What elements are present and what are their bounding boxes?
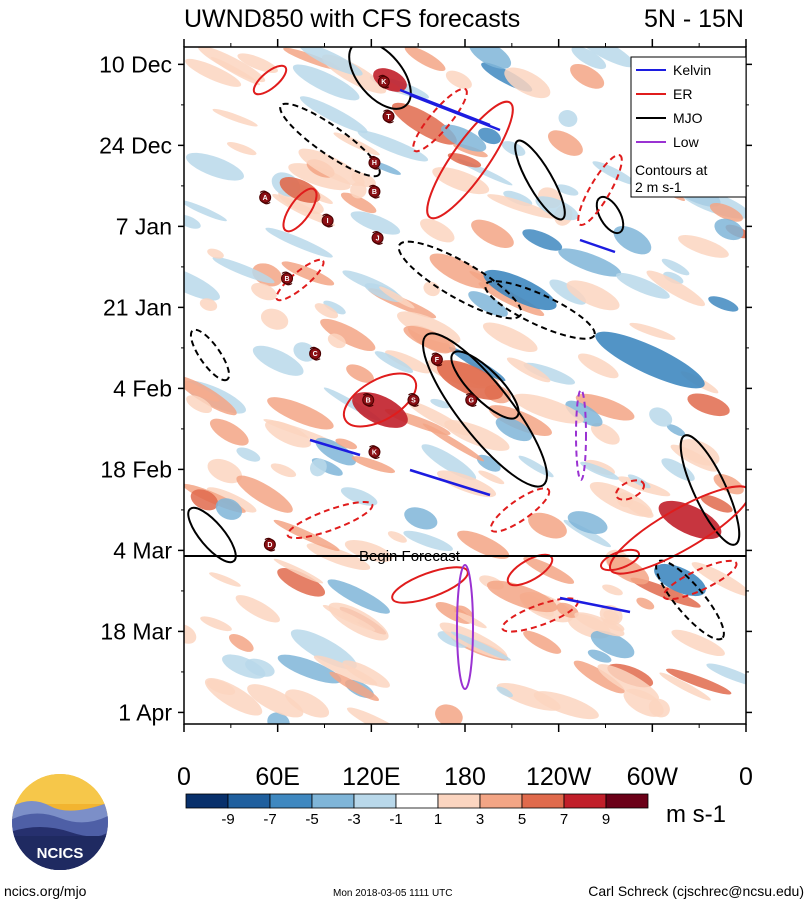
tc-label: J — [376, 235, 380, 242]
tc-label: A — [263, 195, 268, 202]
chart-title: UWND850 with CFS forecasts — [184, 5, 520, 33]
y-axis-labels: 10 Dec 24 Dec 7 Jan 21 Jan 4 Feb 18 Feb 4 Mar 1… — [99, 51, 172, 725]
tc-marker: K — [377, 74, 390, 89]
logo-text: NCICS — [37, 845, 84, 862]
legend-entry: Low — [673, 134, 700, 150]
y-tick-label: 4 Feb — [113, 375, 172, 401]
colorbar-tick-label: -1 — [389, 811, 402, 828]
x-tick-label: 60E — [255, 763, 299, 791]
axis-ticks — [178, 39, 752, 732]
y-tick-label: 10 Dec — [99, 51, 172, 77]
colorbar-tick-label: -5 — [305, 811, 318, 828]
colorbar-swatch — [353, 793, 397, 809]
tc-label: B — [372, 189, 377, 196]
tc-label: T — [386, 114, 391, 121]
y-tick-label: 7 Jan — [116, 213, 172, 239]
footer-left: ncics.org/mjo — [4, 883, 87, 899]
tc-marker: A — [259, 190, 272, 205]
x-tick-label: 0 — [739, 763, 753, 791]
tc-marker: J — [371, 231, 384, 245]
legend-note-line2: 2 m s-1 — [635, 179, 682, 195]
chart-region: 5N - 15N — [644, 5, 744, 33]
tc-label: G — [469, 397, 475, 404]
ncics-logo: NCICS — [12, 774, 108, 870]
colorbar-tick-label: 7 — [560, 811, 568, 828]
tc-marker: F — [430, 352, 443, 367]
colorbar-tick-label: 9 — [602, 811, 610, 828]
legend-entry: MJO — [673, 110, 703, 126]
tc-label: I — [327, 218, 329, 225]
tropical-cyclone-markers: K T H B A I J B C F B S G K D — [259, 74, 478, 552]
colorbar: -9 -7 -5 -3 -1 1 3 5 7 9 — [185, 793, 649, 828]
legend-note-line1: Contours at — [635, 162, 707, 178]
colorbar-tick-label: -7 — [263, 811, 276, 828]
tc-marker: I — [321, 213, 334, 228]
tc-marker: D — [263, 537, 276, 552]
tc-label: F — [435, 357, 440, 364]
tc-marker: C — [309, 346, 322, 361]
tc-label: K — [372, 450, 377, 457]
tc-label: C — [313, 351, 318, 358]
tc-marker: B — [362, 393, 375, 407]
tc-marker: K — [368, 445, 381, 459]
colorbar-swatch — [437, 793, 481, 809]
legend-entry: ER — [673, 86, 692, 102]
y-tick-label: 1 Apr — [118, 699, 172, 725]
filtered-contours — [187, 47, 746, 690]
x-tick-label: 0 — [177, 763, 191, 791]
x-tick-label: 120E — [342, 763, 400, 791]
y-tick-label: 24 Dec — [99, 132, 172, 158]
footer-right: Carl Schreck (cjschrec@ncsu.edu) — [588, 883, 804, 899]
colorbar-swatch — [563, 793, 607, 809]
colorbar-swatch — [311, 793, 355, 809]
colorbar-tick-label: 1 — [434, 811, 442, 828]
tc-marker: B — [368, 184, 381, 199]
colorbar-tick-label: -3 — [347, 811, 360, 828]
wind-shading — [184, 47, 746, 724]
tc-label: H — [372, 160, 377, 167]
tc-label: D — [267, 542, 272, 549]
y-tick-label: 18 Feb — [100, 456, 172, 482]
tc-marker: T — [382, 109, 395, 124]
colorbar-swatch — [521, 793, 565, 809]
colorbar-swatch — [269, 793, 313, 809]
tc-label: B — [366, 397, 371, 404]
forecast-label: Begin Forecast — [359, 548, 461, 565]
colorbar-tick-label: 3 — [476, 811, 484, 828]
colorbar-swatch — [185, 793, 229, 809]
colorbar-swatch — [227, 793, 271, 809]
footer-center: Mon 2018-03-05 1111 UTC — [333, 888, 453, 899]
tc-label: B — [285, 276, 290, 283]
x-axis-labels: 0 60E 120E 180 120W 60W 0 — [177, 763, 753, 791]
tc-label: K — [381, 79, 386, 86]
y-tick-label: 4 Mar — [113, 537, 172, 563]
colorbar-swatch — [479, 793, 523, 809]
tc-marker: G — [465, 393, 478, 407]
legend: Kelvin ER MJO Low Contours at 2 m s-1 — [630, 56, 747, 198]
legend-entry: Kelvin — [673, 62, 711, 78]
x-tick-label: 180 — [444, 763, 486, 791]
colorbar-tick-label: -9 — [221, 811, 234, 828]
y-tick-label: 21 Jan — [103, 294, 172, 320]
tc-marker: H — [368, 155, 381, 170]
x-tick-label: 60W — [627, 763, 679, 791]
tc-marker: S — [407, 393, 420, 407]
colorbar-tick-label: 5 — [518, 811, 526, 828]
tc-label: S — [411, 397, 416, 404]
colorbar-units: m s-1 — [666, 801, 726, 828]
colorbar-swatch — [605, 793, 649, 809]
tc-marker: B — [281, 271, 294, 286]
x-tick-label: 120W — [526, 763, 592, 791]
y-tick-label: 18 Mar — [100, 618, 172, 644]
colorbar-swatch — [395, 793, 439, 809]
